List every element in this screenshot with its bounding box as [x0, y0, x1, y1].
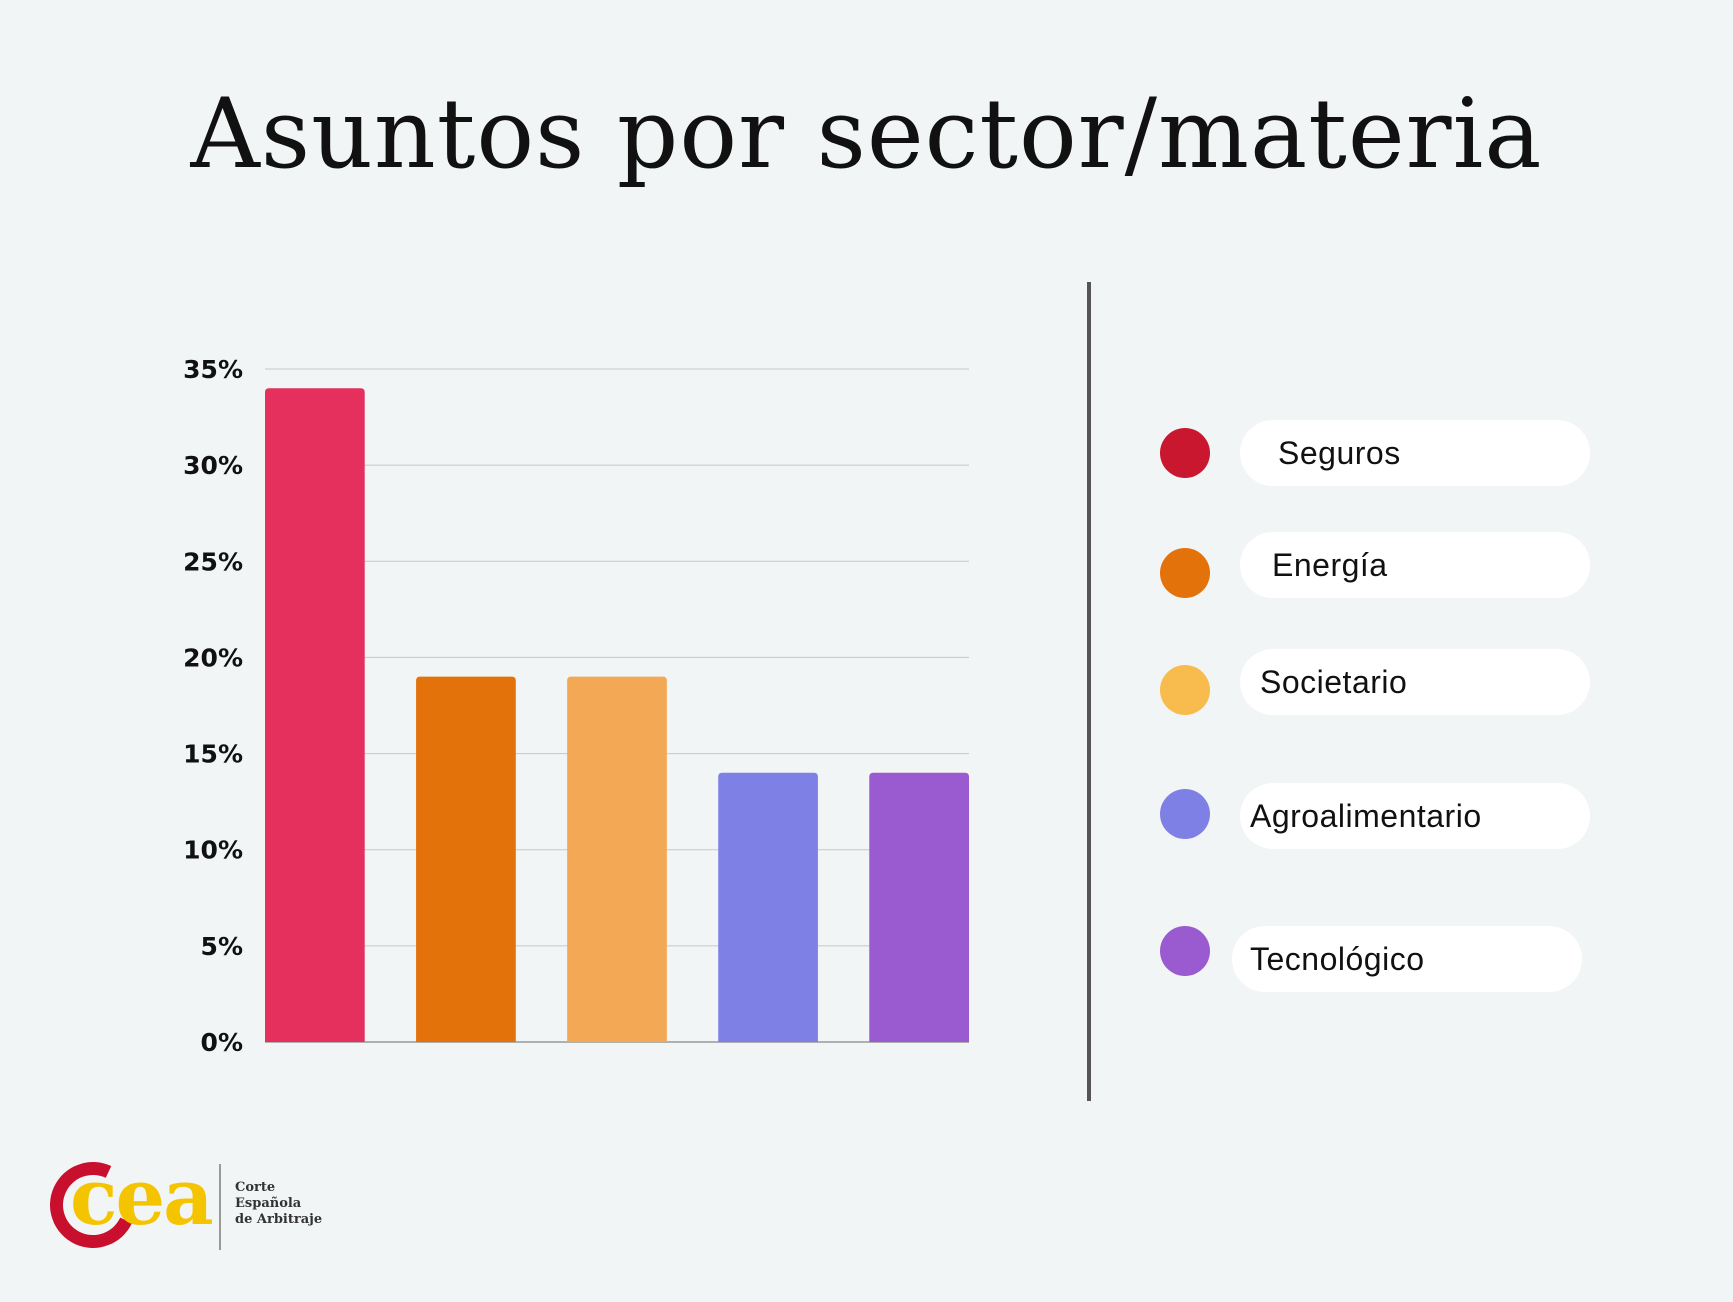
logo-wordmark: cea [70, 1152, 214, 1243]
legend-dot-seguros [1160, 428, 1210, 478]
logo-text-line2: Española [235, 1196, 302, 1211]
legend-label-societario: Societario [1240, 649, 1590, 715]
y-tick-label: 25% [183, 547, 243, 576]
bar-seguros [265, 388, 365, 1042]
y-tick-label: 20% [183, 643, 243, 672]
legend-label-tecnologico: Tecnológico [1232, 926, 1582, 992]
legend-dot-energia [1160, 548, 1210, 598]
y-tick-label: 35% [183, 355, 243, 384]
y-tick-label: 0% [201, 1028, 243, 1057]
logo-text-line1: Corte [235, 1180, 276, 1195]
logo-text-line3: de Arbitraje [235, 1212, 323, 1227]
legend-label-seguros: Seguros [1240, 420, 1590, 486]
y-axis-ticks: 0% 5% 10% 15% 20% 25% 30% 35% [183, 355, 243, 1057]
y-tick-label: 30% [183, 451, 243, 480]
legend-dot-societario [1160, 665, 1210, 715]
y-tick-label: 5% [201, 932, 243, 961]
logo-separator [219, 1164, 221, 1250]
y-tick-label: 10% [183, 836, 243, 865]
chart-title: Asuntos por sector/materia [190, 78, 1543, 190]
bar-agroalimentario [718, 772, 818, 1042]
vertical-divider [1087, 282, 1091, 1101]
logo-mark: cea [37, 1149, 214, 1261]
legend-dot-tecnologico [1160, 926, 1210, 976]
cea-logo: cea Corte Española de Arbitraje [37, 1149, 368, 1261]
bar-energia [416, 676, 516, 1042]
bar-tecnologico [869, 772, 969, 1042]
legend-label-energia: Energía [1240, 532, 1590, 598]
legend-dot-agroalimentario [1160, 789, 1210, 839]
legend-label-agroalimentario: Agroalimentario [1240, 783, 1590, 849]
bars [265, 388, 969, 1042]
y-tick-label: 15% [183, 740, 243, 769]
bar-societario [567, 676, 667, 1042]
